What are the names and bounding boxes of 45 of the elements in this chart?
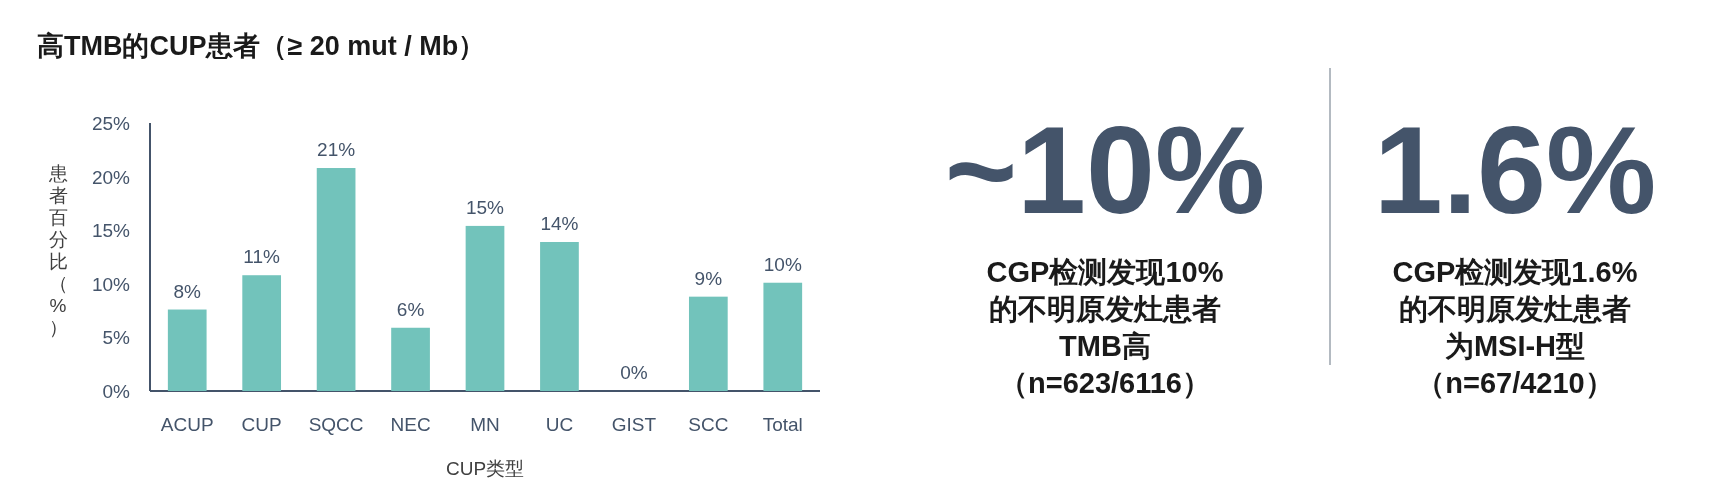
x-tick-label: SCC xyxy=(688,414,729,435)
text: 为MSI-H型 xyxy=(1444,330,1586,362)
y-tick-label: 20% xyxy=(91,166,131,188)
bar xyxy=(242,275,282,391)
text: （n=623/6116） xyxy=(998,367,1212,399)
x-tick-label: CUP xyxy=(241,414,282,435)
data-label: 14% xyxy=(540,212,579,234)
text: 的不明原发灶患者 xyxy=(989,293,1221,325)
data-label: 21% xyxy=(317,139,356,161)
x-tick-label: SQCC xyxy=(308,414,364,435)
bar xyxy=(316,168,356,391)
data-label: 15% xyxy=(465,196,505,218)
x-tick-label: UC xyxy=(545,414,574,435)
x-tick-label: MN xyxy=(470,414,500,435)
y-tick-label: 5% xyxy=(102,327,131,349)
text: CGP检测发现10% xyxy=(986,256,1224,288)
text: 的不明原发灶患者 xyxy=(1399,293,1631,325)
data-label: 8% xyxy=(173,280,202,302)
x-tick-label: NEC xyxy=(390,414,431,435)
y-tick-label: 0% xyxy=(102,381,131,402)
text: 1.6% xyxy=(1373,101,1657,239)
bar xyxy=(167,309,207,391)
text: CGP检测发现1.6% xyxy=(1392,256,1638,288)
y-tick-label: 10% xyxy=(91,273,131,295)
bar xyxy=(763,282,803,391)
y-axis-title: 患者百分比（%） xyxy=(47,163,68,338)
x-tick-label: ACUP xyxy=(160,414,214,435)
data-label: 6% xyxy=(396,298,425,320)
y-tick-label: 25% xyxy=(91,113,131,134)
bar xyxy=(465,225,505,391)
text: TMB高 xyxy=(1059,330,1151,362)
data-label: 9% xyxy=(694,267,723,289)
x-tick-label: GIST xyxy=(611,414,657,435)
x-tick-label: Total xyxy=(762,414,803,435)
text: ~10% xyxy=(944,101,1266,239)
bar xyxy=(391,327,430,391)
data-label: 10% xyxy=(763,253,802,275)
chart-title: 高TMB的CUP患者（≥ 20 mut / Mb） xyxy=(37,31,486,61)
data-label: 11% xyxy=(243,246,281,268)
bar xyxy=(540,241,579,391)
bar xyxy=(688,296,728,391)
data-label: 0% xyxy=(620,362,648,383)
x-axis-title: CUP类型 xyxy=(445,458,525,479)
y-tick-label: 15% xyxy=(91,220,131,242)
text: （n=67/4210） xyxy=(1416,367,1614,399)
